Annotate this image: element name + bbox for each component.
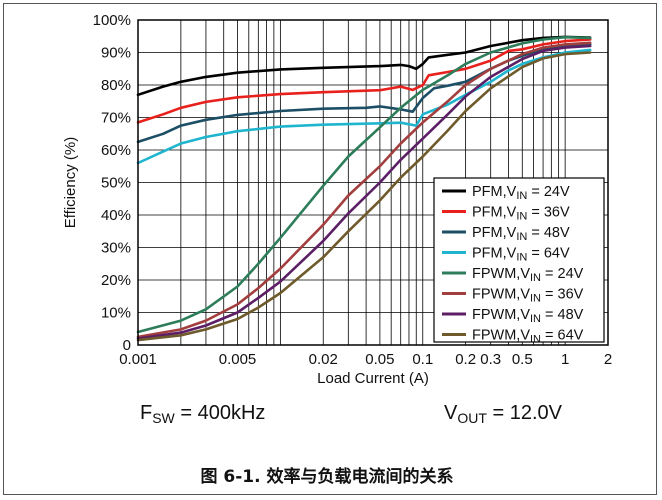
vout-symbol: V xyxy=(444,402,458,424)
y-tick-label: 100% xyxy=(93,12,131,29)
y-tick-label: 50% xyxy=(101,175,131,192)
plot-border xyxy=(137,19,609,346)
y-tick-label: 10% xyxy=(101,305,131,322)
x-tick-label: 0.001 xyxy=(119,351,157,368)
switching-frequency-note: FSW = 400kHz xyxy=(140,402,265,426)
x-tick-label: 0.5 xyxy=(512,351,533,368)
x-tick-label: 0.2 xyxy=(455,351,476,368)
y-axis-label: Efficiency (%) xyxy=(62,137,79,228)
x-tick-label: 0.005 xyxy=(219,351,257,368)
legend-entry: PFM,VIN = 24V xyxy=(472,184,570,202)
vout-value: = 12.0V xyxy=(486,402,562,424)
series-line-pfm-24v xyxy=(136,35,592,97)
fsw-symbol: F xyxy=(140,402,153,424)
y-tick-label: 0 xyxy=(123,337,131,354)
fsw-subscript: SW xyxy=(152,410,175,426)
vout-subscript: OUT xyxy=(457,410,487,426)
x-tick-label: 0.1 xyxy=(412,351,433,368)
series-line-fpwm-48v xyxy=(136,44,592,340)
legend-entry: FPWM,VIN = 36V xyxy=(472,287,584,305)
legend-entry: PFM,VIN = 48V xyxy=(472,225,570,243)
legend-entry: PFM,VIN = 36V xyxy=(472,205,570,223)
series-line-pfm-64v xyxy=(136,48,592,165)
legend-entry: FPWM,VIN = 64V xyxy=(472,328,584,346)
y-tick-label: 30% xyxy=(101,240,131,257)
x-tick-label: 2 xyxy=(604,351,612,368)
legend-entry: FPWM,VIN = 48V xyxy=(472,307,584,325)
x-tick-label: 1 xyxy=(561,351,569,368)
x-tick-label: 0.02 xyxy=(309,351,338,368)
y-tick-label: 60% xyxy=(101,142,131,159)
legend-entry: FPWM,VIN = 24V xyxy=(472,266,584,284)
series-line-fpwm-64v xyxy=(136,51,592,342)
fsw-value: = 400kHz xyxy=(174,402,266,424)
chart-series xyxy=(136,35,592,342)
series-line-fpwm-24v xyxy=(136,35,592,334)
legend-entry: PFM,VIN = 64V xyxy=(472,246,570,264)
y-tick-label: 80% xyxy=(101,77,131,94)
output-voltage-note: VOUT = 12.0V xyxy=(444,402,562,426)
x-axis-label: Load Current (A) xyxy=(317,370,429,387)
series-line-pfm-36v xyxy=(136,38,592,124)
y-tick-label: 90% xyxy=(101,45,131,62)
chart-legend: PFM,VIN = 24V PFM,VIN = 36V PFM,VIN = 48V P… xyxy=(433,177,605,346)
y-tick-label: 70% xyxy=(101,110,131,127)
x-tick-label: 0.05 xyxy=(365,351,394,368)
chart-ticks: 0 10% 20% 30% 40% 50% 60% 70% 80% 90% 100% 0.001 0.0… xyxy=(93,12,613,368)
figure-caption: 图 6-1. 效率与负载电流间的关系 xyxy=(200,467,454,487)
x-tick-label: 0.3 xyxy=(480,351,501,368)
y-tick-label: 20% xyxy=(101,272,131,289)
y-tick-label: 40% xyxy=(101,207,131,224)
series-line-fpwm-36v xyxy=(136,41,592,339)
